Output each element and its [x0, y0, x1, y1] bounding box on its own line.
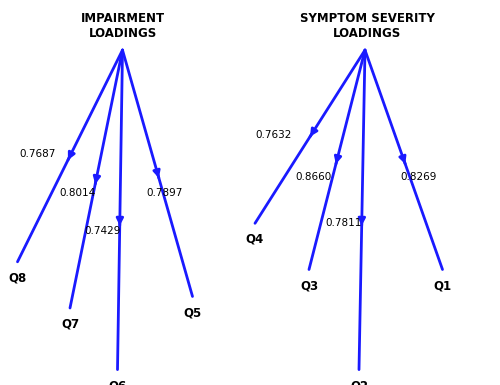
Text: 0.8660: 0.8660 [296, 172, 332, 182]
Text: 0.7632: 0.7632 [256, 130, 292, 140]
Text: Q8: Q8 [8, 271, 26, 285]
Text: Q7: Q7 [61, 318, 79, 331]
Text: 0.7687: 0.7687 [20, 149, 56, 159]
Text: Q6: Q6 [108, 379, 126, 385]
Text: 0.7811: 0.7811 [326, 218, 362, 228]
Text: 0.7897: 0.7897 [147, 187, 183, 198]
Text: 0.8269: 0.8269 [401, 172, 437, 182]
Text: 0.8014: 0.8014 [60, 187, 96, 198]
Text: Q2: Q2 [350, 379, 368, 385]
Text: 0.7429: 0.7429 [84, 226, 120, 236]
Text: Q3: Q3 [300, 279, 318, 292]
Text: Q1: Q1 [434, 279, 452, 292]
Text: IMPAIRMENT
LOADINGS: IMPAIRMENT LOADINGS [80, 12, 164, 40]
Text: Q5: Q5 [184, 306, 202, 319]
Text: SYMPTOM SEVERITY
LOADINGS: SYMPTOM SEVERITY LOADINGS [300, 12, 435, 40]
Text: Q4: Q4 [246, 233, 264, 246]
